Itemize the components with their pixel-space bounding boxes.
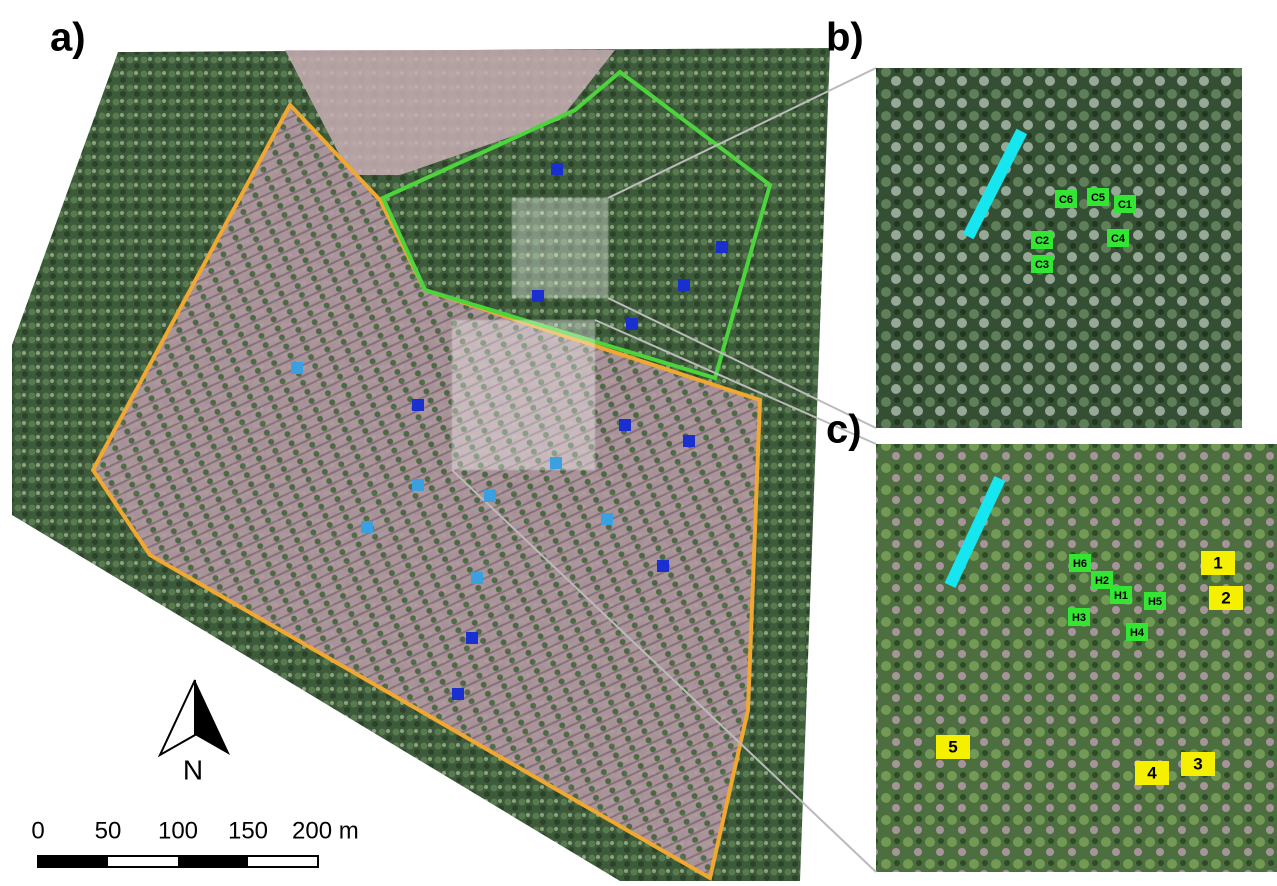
panel-b-image (876, 68, 1242, 428)
plot-label: C5 (1091, 192, 1105, 204)
zoom-box-b (512, 198, 608, 298)
plot-label: 4 (1147, 763, 1157, 782)
scale-bar (38, 856, 318, 867)
plot-label: H3 (1072, 612, 1086, 624)
plot-label: H1 (1114, 590, 1128, 602)
plot-label: H4 (1130, 627, 1145, 639)
north-arrow-right (195, 680, 230, 755)
north-label: N (183, 754, 203, 785)
scale-label: 0 (31, 817, 44, 844)
plot-label: C4 (1111, 233, 1126, 245)
scale-label: 200 m (292, 817, 359, 844)
panel-c-image (876, 444, 1277, 872)
panel-label: c) (826, 408, 862, 452)
plot-label: H2 (1095, 575, 1109, 587)
scale-label: 150 (228, 817, 268, 844)
plot-label: C3 (1035, 259, 1049, 271)
plot-label: H5 (1148, 596, 1162, 608)
plot-label: C2 (1035, 235, 1049, 247)
plot-label: C6 (1059, 194, 1073, 206)
scale-label: 50 (95, 817, 122, 844)
panel-label: a) (50, 16, 86, 60)
plot-label: 3 (1193, 754, 1202, 773)
panel-label: b) (826, 16, 864, 60)
plot-label: C1 (1118, 199, 1132, 211)
scale-label: 100 (158, 817, 198, 844)
north-arrow-left (160, 680, 195, 755)
plot-label: H6 (1073, 558, 1087, 570)
plot-label: 1 (1213, 553, 1222, 572)
zoom-box-c (452, 320, 595, 470)
plot-label: 2 (1221, 588, 1230, 607)
plot-label: 5 (948, 737, 957, 756)
figure: a) N 0 50 100 150 200 m b) C6C5C1C2C4C3 … (0, 0, 1277, 881)
